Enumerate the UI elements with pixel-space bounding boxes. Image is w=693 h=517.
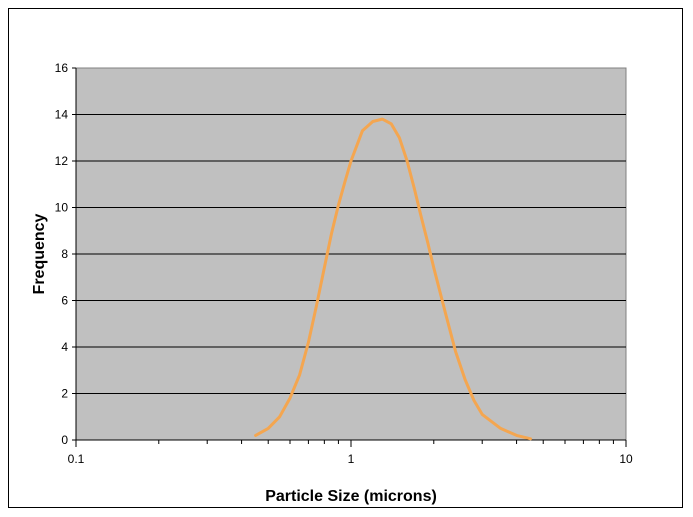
y-tick-label-16: 16: [55, 61, 69, 75]
grid-lines: [76, 114, 626, 394]
y-axis-title: Frequency: [31, 213, 48, 294]
y-tick-label-10: 10: [55, 201, 69, 215]
y-tick-label-4: 4: [61, 340, 68, 354]
series-line-0: [254, 117, 533, 441]
y-tick-label-8: 8: [61, 247, 68, 261]
series-group: [254, 117, 533, 441]
x-tick-label-0.1: 0.1: [68, 452, 85, 466]
y-tick-label-6: 6: [61, 294, 68, 308]
y-tick-label-0: 0: [61, 433, 68, 447]
y-axis-ticks: 0 2 4 6 8 10 12 14 16: [55, 61, 77, 447]
x-axis-title: Particle Size (microns): [265, 488, 437, 505]
x-axis-ticks: 0.1 1 10: [68, 439, 633, 466]
y-tick-label-12: 12: [55, 154, 69, 168]
x-tick-label-1: 1: [348, 452, 355, 466]
y-tick-label-2: 2: [61, 387, 68, 401]
x-tick-label-10: 10: [619, 452, 633, 466]
y-tick-label-14: 14: [55, 108, 69, 122]
